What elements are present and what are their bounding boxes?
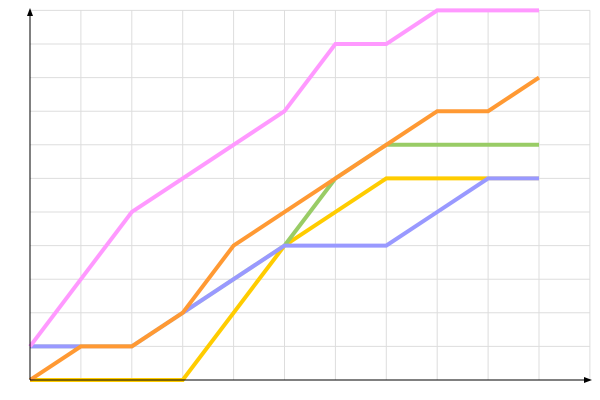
series-line-4 [28, 8, 539, 348]
y-axis-arrow-icon [27, 8, 33, 16]
x-axis-arrow-icon [584, 377, 592, 383]
series-line-3 [28, 75, 541, 382]
